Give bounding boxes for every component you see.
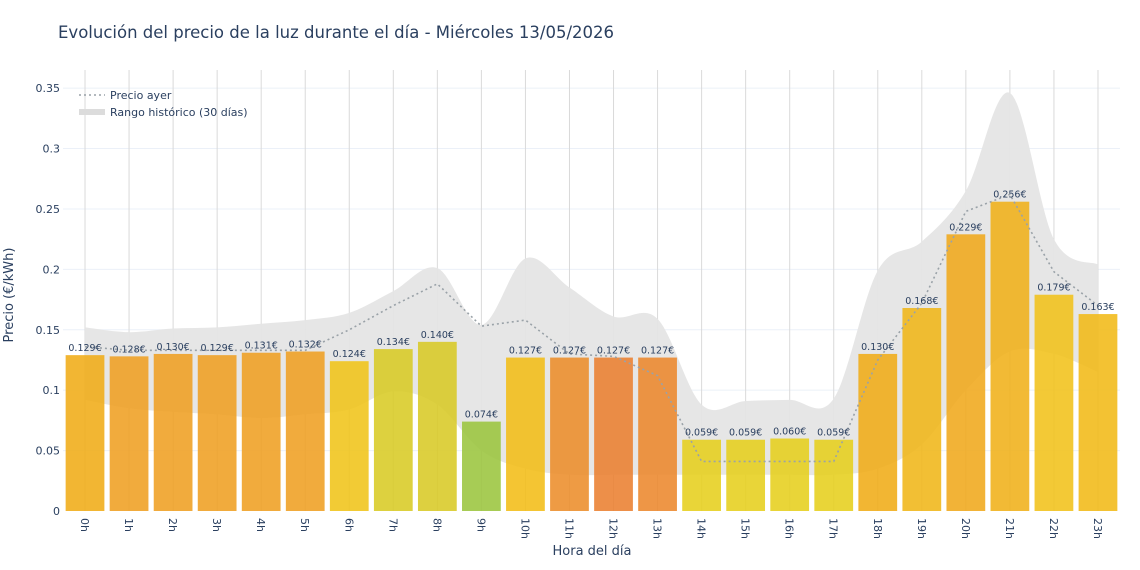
bar-22h <box>1034 294 1074 511</box>
y-tick-0: 0 <box>53 505 60 518</box>
bar-label-16h: 0.060€ <box>773 427 806 438</box>
x-tick-2h: 2h <box>166 518 179 532</box>
bar-15h <box>726 439 766 511</box>
y-tick-7: 0.35 <box>36 82 61 95</box>
x-tick-19h: 19h <box>915 518 928 539</box>
historic-range-area <box>85 92 1098 476</box>
yesterday-price-polyline <box>84 193 1099 463</box>
x-tick-1h: 1h <box>122 518 135 532</box>
historic-range-band <box>85 92 1098 476</box>
x-axis-title: Hora del día <box>553 544 632 559</box>
bar-12h <box>594 357 633 511</box>
legend-label-historic: Rango histórico (30 días) <box>110 106 248 119</box>
x-tick-6h: 6h <box>342 518 355 532</box>
bar-19h <box>902 308 942 511</box>
bar-label-20h: 0.229€ <box>949 222 982 233</box>
bar-7h <box>373 349 413 511</box>
bar-18h <box>858 353 898 511</box>
bar-1h <box>109 356 149 511</box>
x-tick-12h: 12h <box>607 518 620 539</box>
x-tick-18h: 18h <box>871 518 884 539</box>
bar-label-19h: 0.168€ <box>905 296 938 307</box>
bar-label-6h: 0.124€ <box>333 349 366 360</box>
bar-label-22h: 0.179€ <box>1037 283 1070 294</box>
bar-label-23h: 0.163€ <box>1081 302 1114 313</box>
chart-title: Evolución del precio de la luz durante e… <box>58 23 614 42</box>
bar-label-13h: 0.127€ <box>641 346 674 357</box>
bar-label-14h: 0.059€ <box>685 428 718 439</box>
bar-5h <box>285 351 325 511</box>
x-tick-4h: 4h <box>254 518 267 532</box>
x-tick-22h: 22h <box>1047 518 1060 539</box>
x-tick-20h: 20h <box>959 518 972 539</box>
bar-labels: 0.129€ 0.128€ 0.130€ 0.129€ 0.131€ 0.132€ 0.12… <box>68 190 1114 439</box>
bar-label-2h: 0.130€ <box>156 342 189 353</box>
bar-13h <box>638 357 677 511</box>
bar-label-11h: 0.127€ <box>553 346 586 357</box>
bar-21h <box>990 201 1030 511</box>
x-tick-10h: 10h <box>518 518 531 539</box>
y-axis-ticks: 0 0.05 0.1 0.15 0.2 0.25 0.3 0.35 <box>36 82 61 518</box>
x-tick-13h: 13h <box>651 518 664 539</box>
bar-10h <box>506 357 545 511</box>
x-tick-17h: 17h <box>827 518 840 539</box>
bar-0h <box>65 355 105 511</box>
bar-14h <box>682 439 721 511</box>
y-tick-1: 0.05 <box>36 445 61 458</box>
bar-label-21h: 0.256€ <box>993 190 1026 201</box>
legend: Precio ayer Rango histórico (30 días) <box>79 89 248 119</box>
bar-20h <box>946 234 986 511</box>
bar-2h <box>153 353 193 511</box>
y-tick-6: 0.3 <box>43 143 61 156</box>
x-tick-9h: 9h <box>474 518 487 532</box>
bar-label-4h: 0.131€ <box>245 341 278 352</box>
bar-label-17h: 0.059€ <box>817 428 850 439</box>
bar-16h <box>770 438 810 511</box>
bar-8h <box>417 341 457 511</box>
x-tick-7h: 7h <box>386 518 399 532</box>
y-tick-3: 0.15 <box>36 324 61 337</box>
x-tick-23h: 23h <box>1091 518 1104 539</box>
bar-label-8h: 0.140€ <box>421 330 454 341</box>
yesterday-price-line <box>84 193 1099 463</box>
y-tick-4: 0.2 <box>43 263 61 276</box>
bar-label-15h: 0.059€ <box>729 428 762 439</box>
bars <box>65 201 1118 511</box>
x-tick-21h: 21h <box>1003 518 1016 539</box>
bar-label-1h: 0.128€ <box>112 344 145 355</box>
y-tick-2: 0.1 <box>43 384 61 397</box>
x-tick-8h: 8h <box>430 518 443 532</box>
bar-23h <box>1078 314 1118 511</box>
bar-9h <box>462 421 501 511</box>
y-axis-title: Precio (€/kWh) <box>2 248 17 343</box>
x-tick-0h: 0h <box>78 518 91 532</box>
bar-label-5h: 0.132€ <box>289 340 322 351</box>
bar-label-7h: 0.134€ <box>377 337 410 348</box>
y-tick-5: 0.25 <box>36 203 61 216</box>
legend-swatch-historic <box>79 109 105 115</box>
bar-6h <box>329 361 369 511</box>
bar-label-0h: 0.129€ <box>68 343 101 354</box>
x-tick-15h: 15h <box>739 518 752 539</box>
bar-label-18h: 0.130€ <box>861 342 894 353</box>
bar-11h <box>550 357 589 511</box>
bar-label-9h: 0.074€ <box>465 410 498 421</box>
x-tick-5h: 5h <box>298 518 311 532</box>
bar-label-3h: 0.129€ <box>201 343 234 354</box>
bar-4h <box>241 352 281 511</box>
x-tick-3h: 3h <box>210 518 223 532</box>
x-tick-14h: 14h <box>695 518 708 539</box>
bar-17h <box>814 439 854 511</box>
x-axis-ticks: 0h 1h 2h 3h 4h 5h 6h 7h 8h 9h 10h 11h 12h 13h 14h 15h 16… <box>78 518 1104 539</box>
x-tick-16h: 16h <box>783 518 796 539</box>
bar-label-10h: 0.127€ <box>509 346 542 357</box>
x-tick-11h: 11h <box>562 518 575 539</box>
legend-label-yesterday: Precio ayer <box>110 89 172 102</box>
bar-label-12h: 0.127€ <box>597 346 630 357</box>
bar-3h <box>197 355 237 511</box>
